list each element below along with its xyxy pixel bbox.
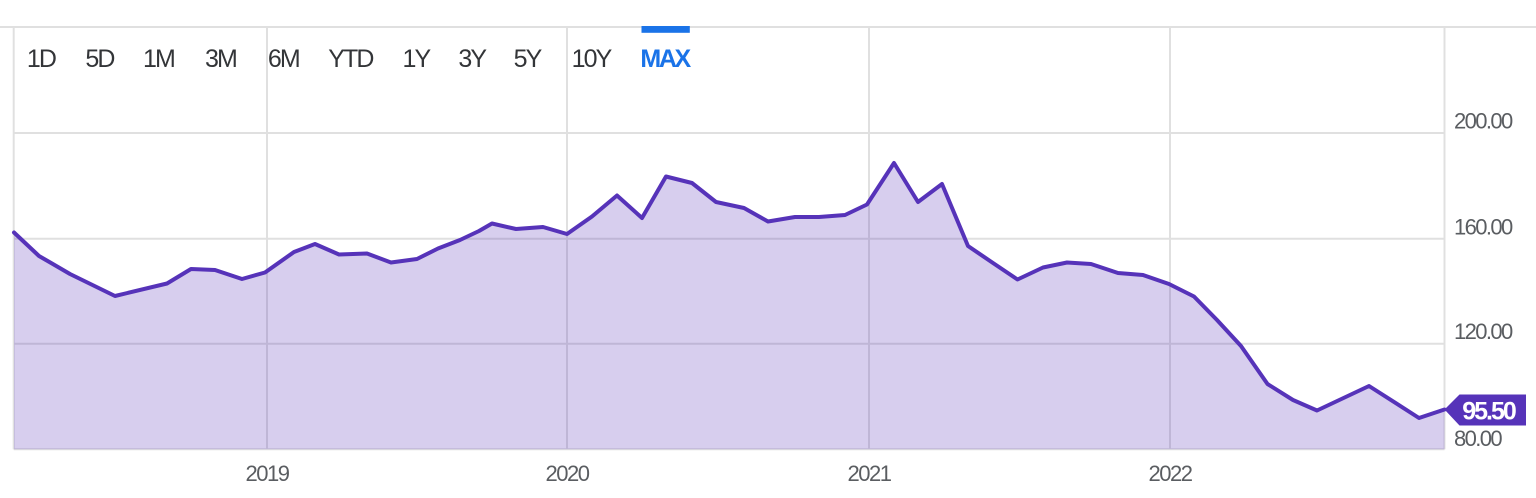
svg-text:1Y: 1Y [403, 45, 432, 73]
svg-text:2021: 2021 [848, 461, 892, 486]
svg-text:MAX: MAX [640, 45, 691, 73]
svg-text:80.00: 80.00 [1454, 426, 1502, 451]
svg-text:2019: 2019 [246, 461, 290, 486]
svg-text:2022: 2022 [1149, 461, 1193, 486]
svg-text:160.00: 160.00 [1454, 214, 1513, 239]
svg-text:3M: 3M [205, 45, 236, 73]
svg-text:5D: 5D [85, 45, 114, 73]
svg-text:3Y: 3Y [458, 45, 487, 73]
svg-text:YTD: YTD [328, 45, 373, 73]
svg-text:1M: 1M [143, 45, 174, 73]
svg-text:6M: 6M [268, 45, 299, 73]
svg-text:2020: 2020 [546, 461, 590, 486]
svg-text:120.00: 120.00 [1454, 319, 1513, 344]
svg-text:1D: 1D [27, 45, 56, 73]
svg-text:5Y: 5Y [514, 45, 543, 73]
svg-text:95.50: 95.50 [1462, 397, 1516, 425]
svg-text:200.00: 200.00 [1454, 109, 1513, 134]
svg-text:10Y: 10Y [572, 45, 613, 73]
